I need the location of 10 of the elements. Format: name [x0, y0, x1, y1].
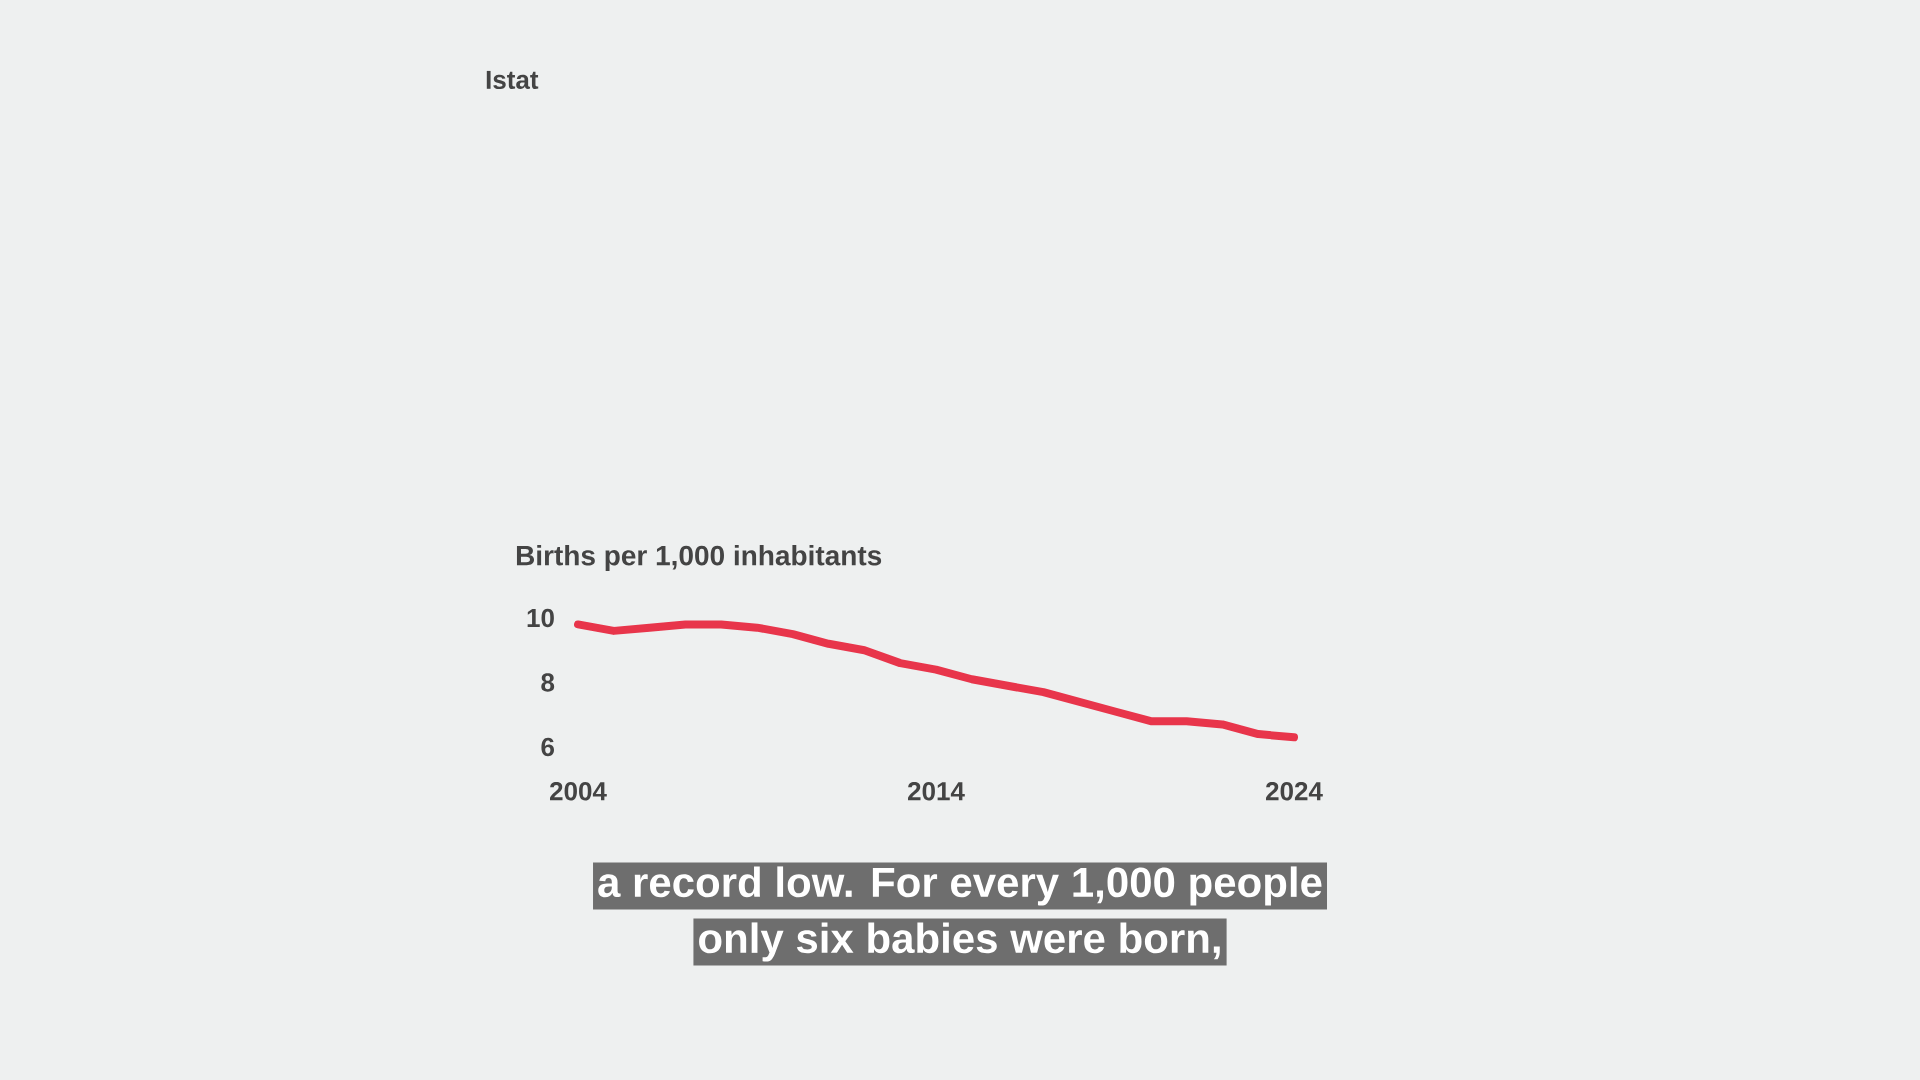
y-tick-label: 8 [541, 673, 555, 692]
text: Istat [486, 70, 539, 90]
text: only six babies were born, [699, 922, 1220, 962]
y-tick-label: 10 [527, 608, 554, 628]
x-tick-label: 2024 [1266, 782, 1323, 801]
text: a record low. For every 1,000 people [598, 866, 1322, 906]
x-tick-label: 2014 [908, 782, 965, 801]
x-tick-label: 2004 [550, 782, 607, 801]
y-tick-label: 6 [541, 737, 555, 757]
chart-title: Births per 1,000 inhabitants [516, 544, 882, 572]
